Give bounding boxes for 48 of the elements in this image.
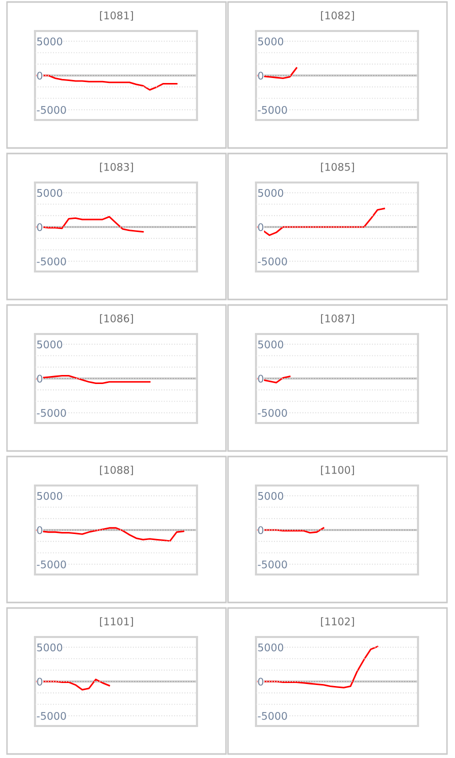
y-tick-label: -5000	[36, 408, 66, 417]
chart-title: [1102]	[321, 617, 354, 627]
y-tick-label: -5000	[258, 106, 287, 114]
y-tick-label: 5000	[37, 188, 62, 197]
line-series	[256, 646, 378, 688]
y-tick-label: 0	[258, 374, 264, 383]
y-tick-label: 0	[258, 678, 264, 686]
y-tick-label: 0	[37, 72, 42, 80]
y-tick-label: 0	[258, 526, 264, 534]
line-series	[256, 376, 291, 384]
chart-title: [1085]	[321, 162, 354, 172]
chart-title: [1088]	[100, 466, 133, 476]
y-tick-label: 0	[37, 678, 42, 686]
y-tick-label: -5000	[258, 408, 287, 417]
line-series	[35, 527, 184, 542]
y-tick-label: 5000	[37, 492, 62, 500]
chart-title: [1101]	[100, 617, 133, 627]
y-tick-label: -5000	[258, 712, 287, 720]
y-tick-label: -5000	[36, 257, 66, 266]
chart-title: [1100]	[321, 466, 354, 476]
y-tick-label: 5000	[258, 340, 284, 348]
line-series	[256, 67, 298, 80]
y-tick-label: 5000	[37, 37, 62, 46]
y-tick-label: -5000	[36, 106, 66, 114]
chart-title: [1087]	[321, 314, 354, 324]
y-tick-label: 5000	[258, 643, 284, 652]
line-series	[35, 216, 144, 233]
y-tick-label: 0	[258, 72, 264, 80]
y-tick-label: 0	[37, 374, 42, 383]
y-tick-label: 5000	[258, 37, 284, 46]
chart-title: [1081]	[100, 11, 133, 21]
y-tick-label: 5000	[37, 340, 62, 348]
y-tick-label: 0	[258, 223, 264, 232]
y-tick-label: 0	[37, 223, 42, 232]
y-tick-label: 5000	[258, 188, 284, 197]
chart-title: [1082]	[321, 11, 354, 21]
chart-title: [1083]	[100, 162, 133, 172]
line-series	[35, 374, 151, 384]
y-tick-label: -5000	[258, 560, 287, 568]
y-tick-label: 5000	[258, 492, 284, 500]
y-tick-label: 0	[37, 526, 42, 534]
y-tick-label: -5000	[258, 257, 287, 266]
line-series	[256, 208, 386, 236]
chart-title: [1086]	[100, 314, 133, 324]
y-tick-label: -5000	[36, 712, 66, 720]
line-series	[35, 678, 110, 690]
y-tick-label: -5000	[36, 560, 66, 568]
y-tick-label: 5000	[37, 643, 62, 652]
